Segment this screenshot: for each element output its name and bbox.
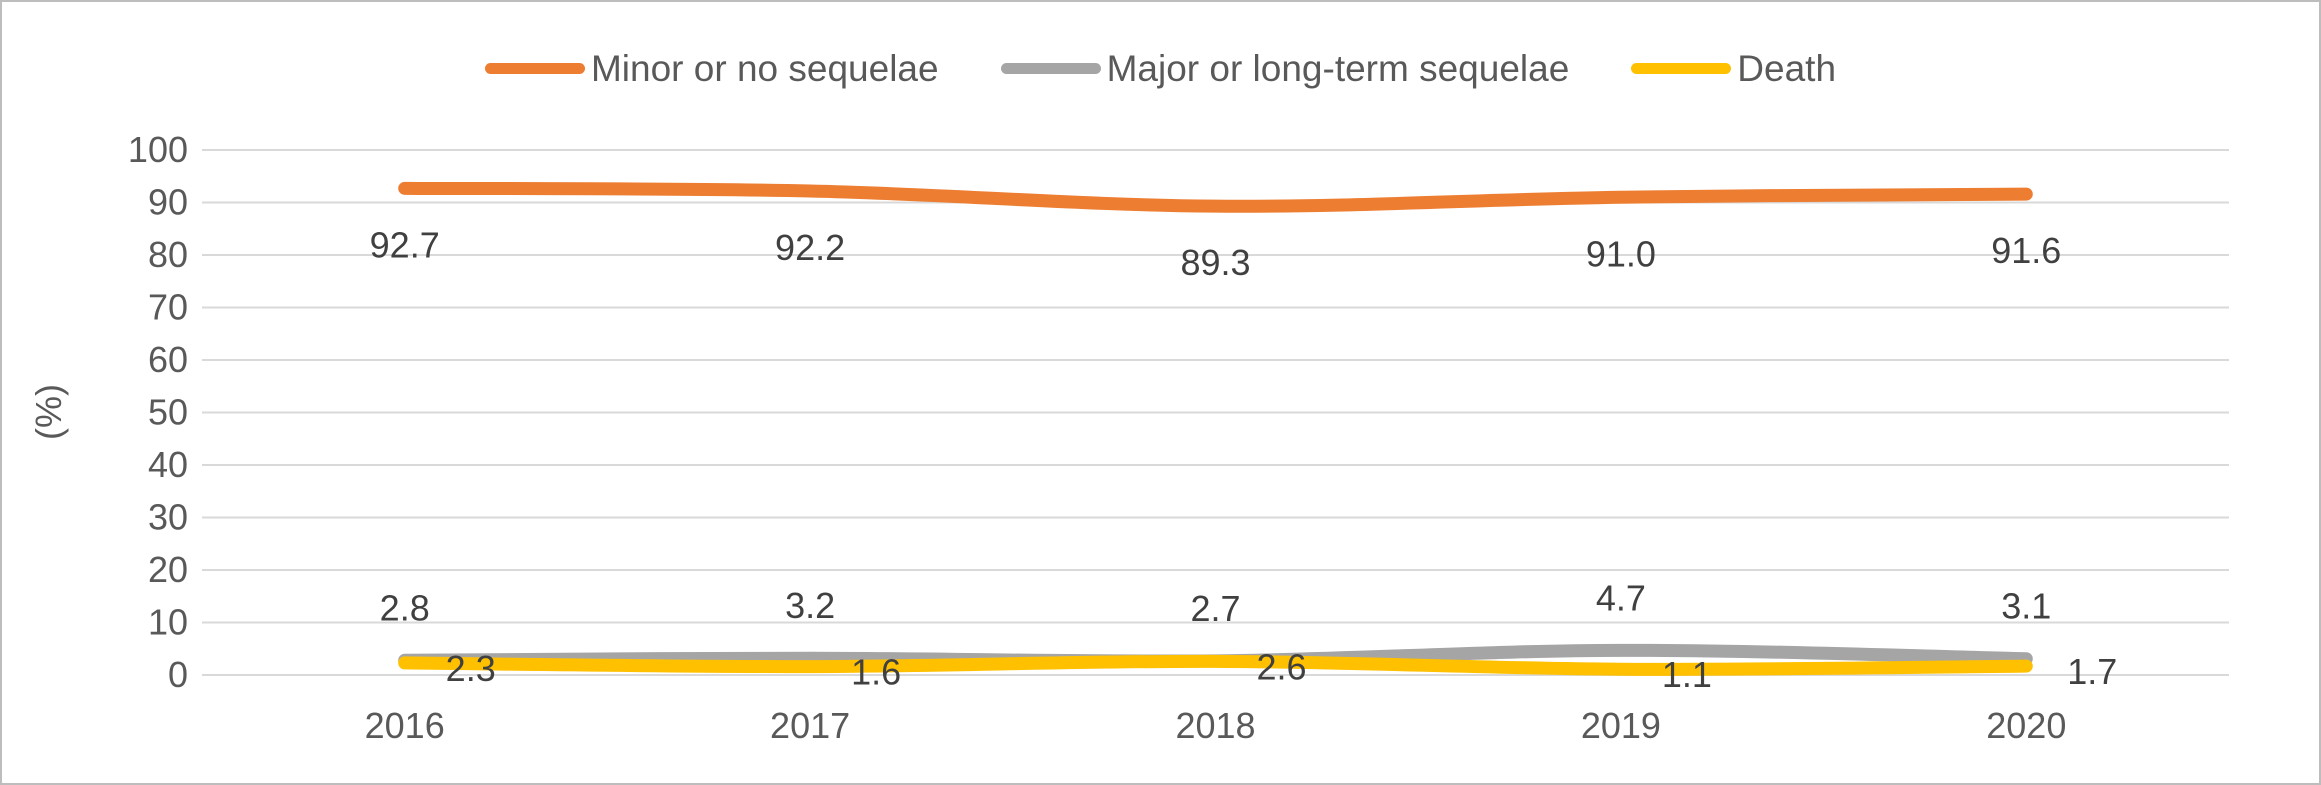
- y-tick-label: 100: [128, 129, 188, 170]
- legend-item-death: Death: [1631, 50, 1836, 87]
- y-tick-label: 30: [148, 497, 188, 538]
- data-label-major-or-long-term-sequelae: 2.8: [380, 587, 430, 628]
- y-tick-label: 0: [168, 654, 188, 695]
- legend-label: Minor or no sequelae: [590, 47, 939, 89]
- y-tick-label: 20: [148, 549, 188, 590]
- y-tick-label: 80: [148, 234, 188, 275]
- y-tick-label: 10: [148, 602, 188, 643]
- data-label-major-or-long-term-sequelae: 3.1: [2001, 586, 2051, 627]
- data-label-death: 2.3: [446, 648, 496, 689]
- y-tick-label: 60: [148, 339, 188, 380]
- data-label-minor-or-no-sequelae: 91.6: [1991, 230, 2061, 271]
- data-label-minor-or-no-sequelae: 91.0: [1586, 233, 1656, 274]
- series-line-death: [398, 654, 2033, 676]
- legend-item-minor-or-no-sequelae: Minor or no sequelae: [484, 47, 939, 89]
- x-tick-label: 2016: [365, 705, 445, 746]
- x-tick-label: 2018: [1175, 705, 1255, 746]
- x-tick-label: 2017: [770, 705, 850, 746]
- y-tick-label: 70: [148, 287, 188, 328]
- data-label-major-or-long-term-sequelae: 2.7: [1190, 588, 1240, 629]
- legend-swatch-minor-icon: [484, 62, 585, 74]
- legend-label: Major or long-term sequelae: [1106, 47, 1570, 89]
- data-label-minor-or-no-sequelae: 92.7: [370, 224, 440, 265]
- legend-swatch-major-icon: [1000, 62, 1101, 74]
- x-tick-label: 2020: [1986, 705, 2066, 746]
- data-label-death: 2.6: [1256, 646, 1306, 687]
- data-label-death: 1.1: [1662, 654, 1712, 695]
- data-label-minor-or-no-sequelae: 92.2: [775, 227, 845, 268]
- x-tick-label: 2019: [1581, 705, 1661, 746]
- y-tick-label: 50: [148, 392, 188, 433]
- legend-label: Death: [1737, 47, 1837, 89]
- data-label-major-or-long-term-sequelae: 4.7: [1596, 577, 1646, 618]
- legend-item-major-or-long-term-sequelae: Major or long-term sequelae: [1000, 47, 1570, 89]
- data-label-major-or-long-term-sequelae: 3.2: [785, 585, 835, 626]
- data-label-death: 1.6: [851, 652, 901, 693]
- legend-swatch-death-icon: [1631, 62, 1732, 74]
- data-label-death: 1.7: [2067, 651, 2117, 692]
- series-line-minor-or-no-sequelae: [398, 181, 2033, 213]
- data-label-minor-or-no-sequelae: 89.3: [1180, 242, 1250, 283]
- y-tick-label: 40: [148, 444, 188, 485]
- legend: Minor or no sequelae Major or long-term …: [2, 42, 2319, 94]
- y-tick-label: 90: [148, 182, 188, 223]
